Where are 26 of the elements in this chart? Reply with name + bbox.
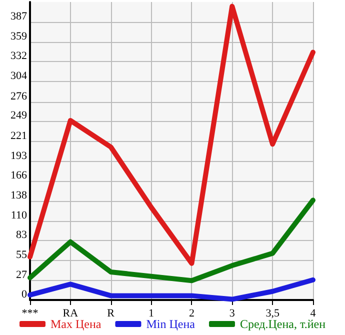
x-tick-label: 4 [310,308,316,320]
legend-label: Max Цена [50,317,102,331]
x-tick-label: R [107,308,116,320]
x-tick-label: *** [22,308,38,320]
x-tick-label: 2 [188,308,194,320]
y-tick-label: 166 [10,169,28,182]
y-tick-label: 138 [10,189,28,202]
y-tick-label: 27 [16,269,28,282]
y-tick-label: 359 [10,30,28,43]
y-tick-label: 276 [10,90,28,102]
y-tick-label: 332 [10,50,27,62]
y-tick-label: 55 [16,249,28,262]
y-tick-label: 83 [16,228,28,241]
x-tick-label: 3,5 [266,308,280,320]
y-tick-label: 193 [10,150,28,162]
x-tick-label: RA [62,308,78,320]
y-tick-label: 249 [10,110,28,122]
x-tick-label: 1 [148,308,154,320]
y-tick-label: 221 [10,130,27,142]
x-tick-label: 3 [229,308,236,320]
y-tick-label: 110 [10,210,28,222]
y-tick-label: 304 [10,70,28,82]
y-tick-label: 387 [10,10,28,23]
legend-label: Сред.Цена, т.йен [240,317,326,331]
legend-label: Min Цена [146,317,196,331]
y-tick-label: 0 [22,288,28,300]
